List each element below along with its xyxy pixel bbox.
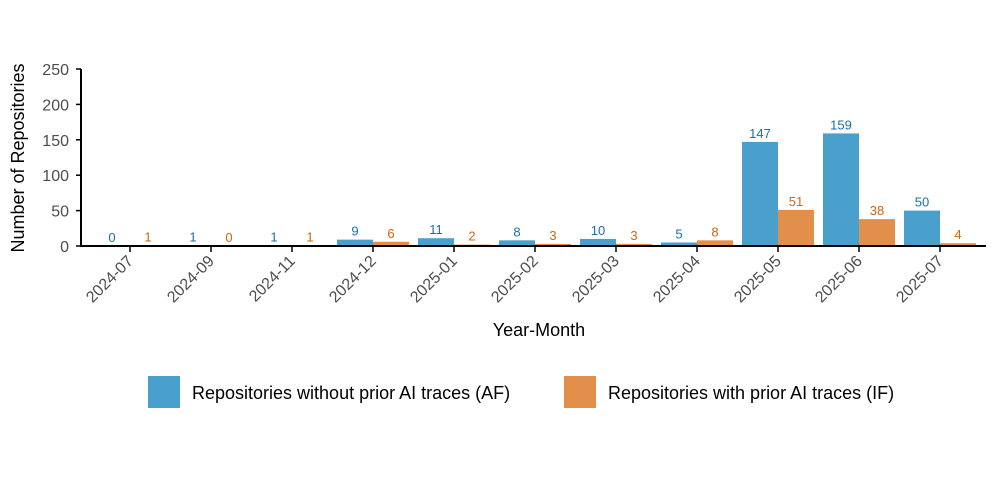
y-tick-label: 250 <box>42 62 69 79</box>
data-label-if-2025-06: 38 <box>870 203 884 218</box>
bar-if-2025-02 <box>535 243 571 246</box>
y-axis: 0 50 100 150 200 250 <box>42 62 82 256</box>
bar-af-2025-02 <box>499 240 535 246</box>
data-label-af-2025-05: 147 <box>749 126 771 141</box>
legend-swatch-if <box>564 376 596 408</box>
bar-af-2025-07 <box>904 210 940 246</box>
data-label-af-2025-03: 10 <box>591 223 605 238</box>
data-label-af-2025-01: 11 <box>429 222 443 237</box>
x-axis-title: Year-Month <box>493 320 585 340</box>
data-label-af-2024-09: 1 <box>189 229 196 244</box>
x-tick-label-2024-09: 2024-09 <box>164 253 218 307</box>
bar-af-2025-05 <box>742 141 778 246</box>
data-label-if-2025-03: 3 <box>630 228 637 243</box>
data-label-if-2024-11: 1 <box>306 229 313 244</box>
data-label-if-2024-07: 1 <box>144 229 151 244</box>
y-tick-label: 200 <box>42 97 69 114</box>
data-label-af-2025-04: 5 <box>675 226 682 241</box>
x-tick-label-2024-07: 2024-07 <box>83 253 137 307</box>
x-tick-label-2025-05: 2025-05 <box>731 253 785 307</box>
bar-if-2024-12 <box>373 241 409 246</box>
data-label-af-2025-07: 50 <box>915 195 929 210</box>
data-label-if-2024-09: 0 <box>225 230 232 245</box>
x-axis: 2024-07 2024-09 2024-11 2024-12 2025-01 2025-… <box>80 245 986 307</box>
x-tick-label-2025-03: 2025-03 <box>569 253 623 307</box>
bar-af-2025-01 <box>418 238 454 246</box>
bar-if-2025-05 <box>778 209 814 246</box>
bar-af-2025-03 <box>580 238 616 246</box>
y-axis-title: Number of Repositories <box>8 63 28 252</box>
bar-af-2025-06 <box>823 133 859 246</box>
data-label-if-2025-02: 3 <box>549 228 556 243</box>
y-tick-label: 50 <box>51 204 69 221</box>
data-label-if-2025-07: 4 <box>954 227 961 242</box>
bar-af-2024-12 <box>337 239 373 246</box>
bar-if-2025-03 <box>616 243 652 246</box>
x-tick-label-2024-12: 2024-12 <box>326 253 380 307</box>
x-tick-label-2024-11: 2024-11 <box>246 253 299 306</box>
bar-if-2025-07 <box>940 243 976 246</box>
x-tick-label-2025-01: 2025-01 <box>407 253 461 307</box>
data-label-if-2025-05: 51 <box>789 194 803 209</box>
data-label-af-2024-12: 9 <box>351 224 358 239</box>
legend: Repositories without prior AI traces (AF… <box>148 376 894 408</box>
y-tick-label: 100 <box>42 168 69 185</box>
data-label-af-2025-06: 159 <box>830 117 852 132</box>
x-tick-label-2025-02: 2025-02 <box>488 253 542 307</box>
data-label-af-2025-02: 8 <box>513 224 520 239</box>
data-label-if-2024-12: 6 <box>387 226 394 241</box>
legend-label-af: Repositories without prior AI traces (AF… <box>192 383 510 403</box>
bar-if-2025-06 <box>859 219 895 246</box>
bar-if-2025-04 <box>697 240 733 246</box>
x-tick-label-2025-06: 2025-06 <box>812 253 866 307</box>
y-tick-label: 150 <box>42 133 69 150</box>
y-tick-label: 0 <box>60 239 69 256</box>
bar-af-2025-04 <box>661 242 697 246</box>
x-tick-label-2025-04: 2025-04 <box>650 253 704 307</box>
data-label-af-2024-07: 0 <box>108 230 115 245</box>
legend-label-if: Repositories with prior AI traces (IF) <box>608 383 894 403</box>
data-label-af-2024-11: 1 <box>270 229 277 244</box>
data-label-if-2025-04: 8 <box>711 224 718 239</box>
x-tick-label-2025-07: 2025-07 <box>893 253 947 307</box>
legend-swatch-af <box>148 376 180 408</box>
data-label-if-2025-01: 2 <box>468 229 475 244</box>
